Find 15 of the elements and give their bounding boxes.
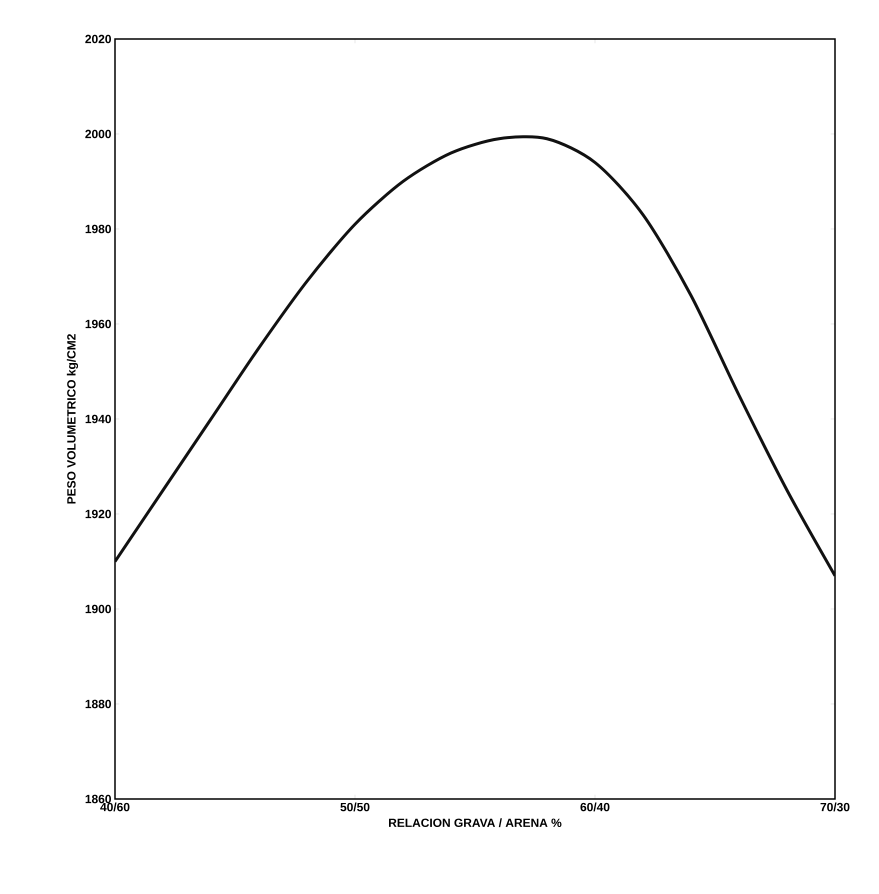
y-tick-label: 1960 [86, 320, 111, 328]
y-tick-label: 1900 [86, 604, 111, 614]
x-tick-label: 40/60 [100, 802, 130, 812]
y-tick-label: 1980 [86, 224, 111, 234]
x-tick-label: 70/30 [820, 802, 850, 812]
y-tick-label: 2020 [85, 34, 111, 44]
y-tick-label: 1940 [86, 414, 111, 424]
x-tick-label: 60/40 [580, 802, 610, 812]
y-tick-label: 1860 [86, 794, 111, 804]
x-axis-title: RELACION GRAVA / ARENA % [389, 818, 562, 828]
y-tick-label: 2000 [85, 130, 111, 138]
y-axis-title: PESO VOLUMETRICO kg/CM2 [66, 334, 78, 504]
y-tick-label: 1880 [86, 700, 111, 708]
x-tick-label: 50/50 [340, 802, 370, 812]
y-tick-label: 1920 [86, 510, 111, 518]
